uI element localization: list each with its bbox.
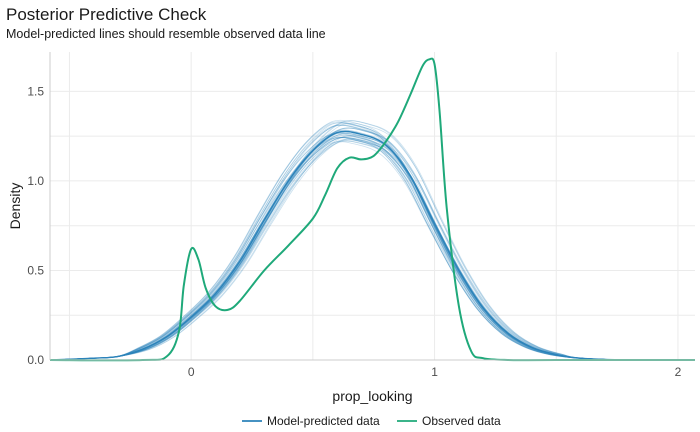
model-predicted-line [49,135,696,361]
model-predicted-line [49,140,696,361]
model-predicted-line [49,127,696,361]
legend-label-model: Model-predicted data [267,414,380,428]
y-tick-label: 0.5 [27,263,44,277]
model-predicted-line [49,124,696,361]
model-predicted-line [49,137,696,361]
tick-labels: 0 1 2 0.0 0.5 1.0 1.5 [27,84,681,379]
y-tick-label: 1.0 [27,174,44,188]
model-predicted-line [49,129,696,361]
model-predicted-line [49,130,696,361]
model-predicted-line [49,131,696,361]
model-predicted-line [49,138,696,361]
model-predicted-mean-line [49,130,696,361]
y-tick-label: 0.0 [27,353,44,367]
model-predicted-line [49,122,696,361]
model-predicted-line [49,124,696,361]
model-predicted-line [49,120,696,361]
model-predicted-line [49,127,696,361]
grid-lines [50,52,695,361]
model-predicted-line [49,133,696,361]
model-predicted-line [49,140,696,361]
x-tick-label: 1 [431,365,438,379]
model-predicted-line [49,136,696,361]
axes [49,52,695,361]
model-predicted-line [49,134,696,361]
model-predicted-line [49,119,696,361]
model-predicted-line [49,137,696,361]
model-predicted-line [49,136,696,361]
model-predicted-line [49,132,696,361]
model-predicted-line [49,122,696,361]
chart-subtitle: Model-predicted lines should resemble ob… [6,27,326,41]
model-predicted-line [49,139,696,361]
observed-line-group [49,57,695,362]
model-predicted-line [49,129,696,361]
model-predicted-line [49,133,696,361]
x-axis-title: prop_looking [332,388,412,404]
model-predicted-line [49,123,696,361]
model-predicted-line [49,120,696,361]
y-axis-title: Density [7,183,23,230]
observed-data-line [49,57,695,362]
model-predicted-line [49,127,696,361]
x-tick-label: 0 [188,365,195,379]
model-predicted-line [49,137,696,361]
model-predicted-line [49,134,696,361]
model-predicted-line [49,122,696,361]
model-predicted-line [49,138,696,361]
model-predicted-line [49,132,696,361]
model-predicted-line [49,137,696,361]
model-predicted-line [49,121,696,361]
x-tick-label: 2 [675,365,682,379]
model-predicted-line [49,133,696,361]
model-predicted-line [49,137,696,361]
model-predicted-lines [49,119,696,361]
model-predicted-line [49,124,696,361]
chart-title: Posterior Predictive Check [6,5,207,24]
legend-label-observed: Observed data [422,414,501,428]
model-predicted-line [49,131,696,361]
y-tick-label: 1.5 [27,84,44,98]
legend: Model-predicted data Observed data [242,414,501,428]
model-predicted-line [49,141,696,361]
